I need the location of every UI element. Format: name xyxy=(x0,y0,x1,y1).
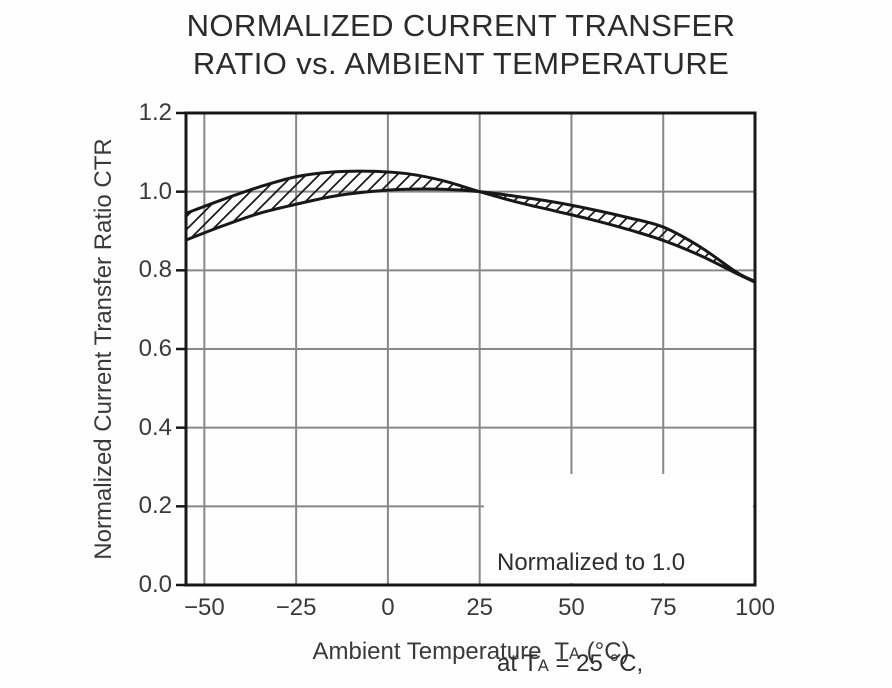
tolerance-band xyxy=(186,171,755,283)
label-text: at T xyxy=(497,649,538,677)
label-text: Ambient Temperature T xyxy=(312,638,570,665)
normalization-annotation: Normalized to 1.0 at TA = 25 °C, IF = 5 … xyxy=(497,479,753,688)
label-text: (°C) xyxy=(579,638,630,665)
annotation-line-1: Normalized to 1.0 xyxy=(497,546,753,580)
y-tick-label: 0.6 xyxy=(138,335,172,362)
x-tick-label: 75 xyxy=(649,594,677,621)
annotation-mask xyxy=(484,474,753,583)
label-text: = 25 °C, xyxy=(548,649,644,677)
y-axis-label: Normalized Current Transfer Ratio CTR xyxy=(90,138,117,560)
subscript-text: A xyxy=(569,645,580,663)
y-tick-label: 1.0 xyxy=(138,177,172,205)
chart-title-line1: NORMALIZED CURRENT TRANSFER xyxy=(186,8,736,43)
annotation-line-2: at TA = 25 °C, xyxy=(497,647,753,684)
x-axis-label: Ambient Temperature TA (°C) xyxy=(186,638,756,666)
y-tick-label: 0.8 xyxy=(138,256,172,284)
x-tick-label: 25 xyxy=(466,594,494,621)
x-tick-label: −50 xyxy=(183,594,225,621)
label-text: Normalized to 1.0 xyxy=(497,549,686,576)
y-tick-label: 0.4 xyxy=(138,413,172,441)
y-tick-label: 0.2 xyxy=(138,492,172,520)
x-tick-label: −25 xyxy=(275,594,317,621)
x-tick-label: 100 xyxy=(734,594,776,621)
ctr-curve-lower xyxy=(184,187,757,283)
y-tick-label: 1.2 xyxy=(138,99,172,126)
subscript-text: A xyxy=(537,656,549,675)
x-tick-label: 0 xyxy=(381,594,395,621)
chart-title: NORMALIZED CURRENT TRANSFER RATIO vs. AM… xyxy=(30,7,892,83)
chart-title-line2: RATIO vs. AMBIENT TEMPERATURE xyxy=(192,46,730,81)
x-tick-label: 50 xyxy=(558,594,585,621)
y-tick-label: 0.0 xyxy=(138,571,172,598)
